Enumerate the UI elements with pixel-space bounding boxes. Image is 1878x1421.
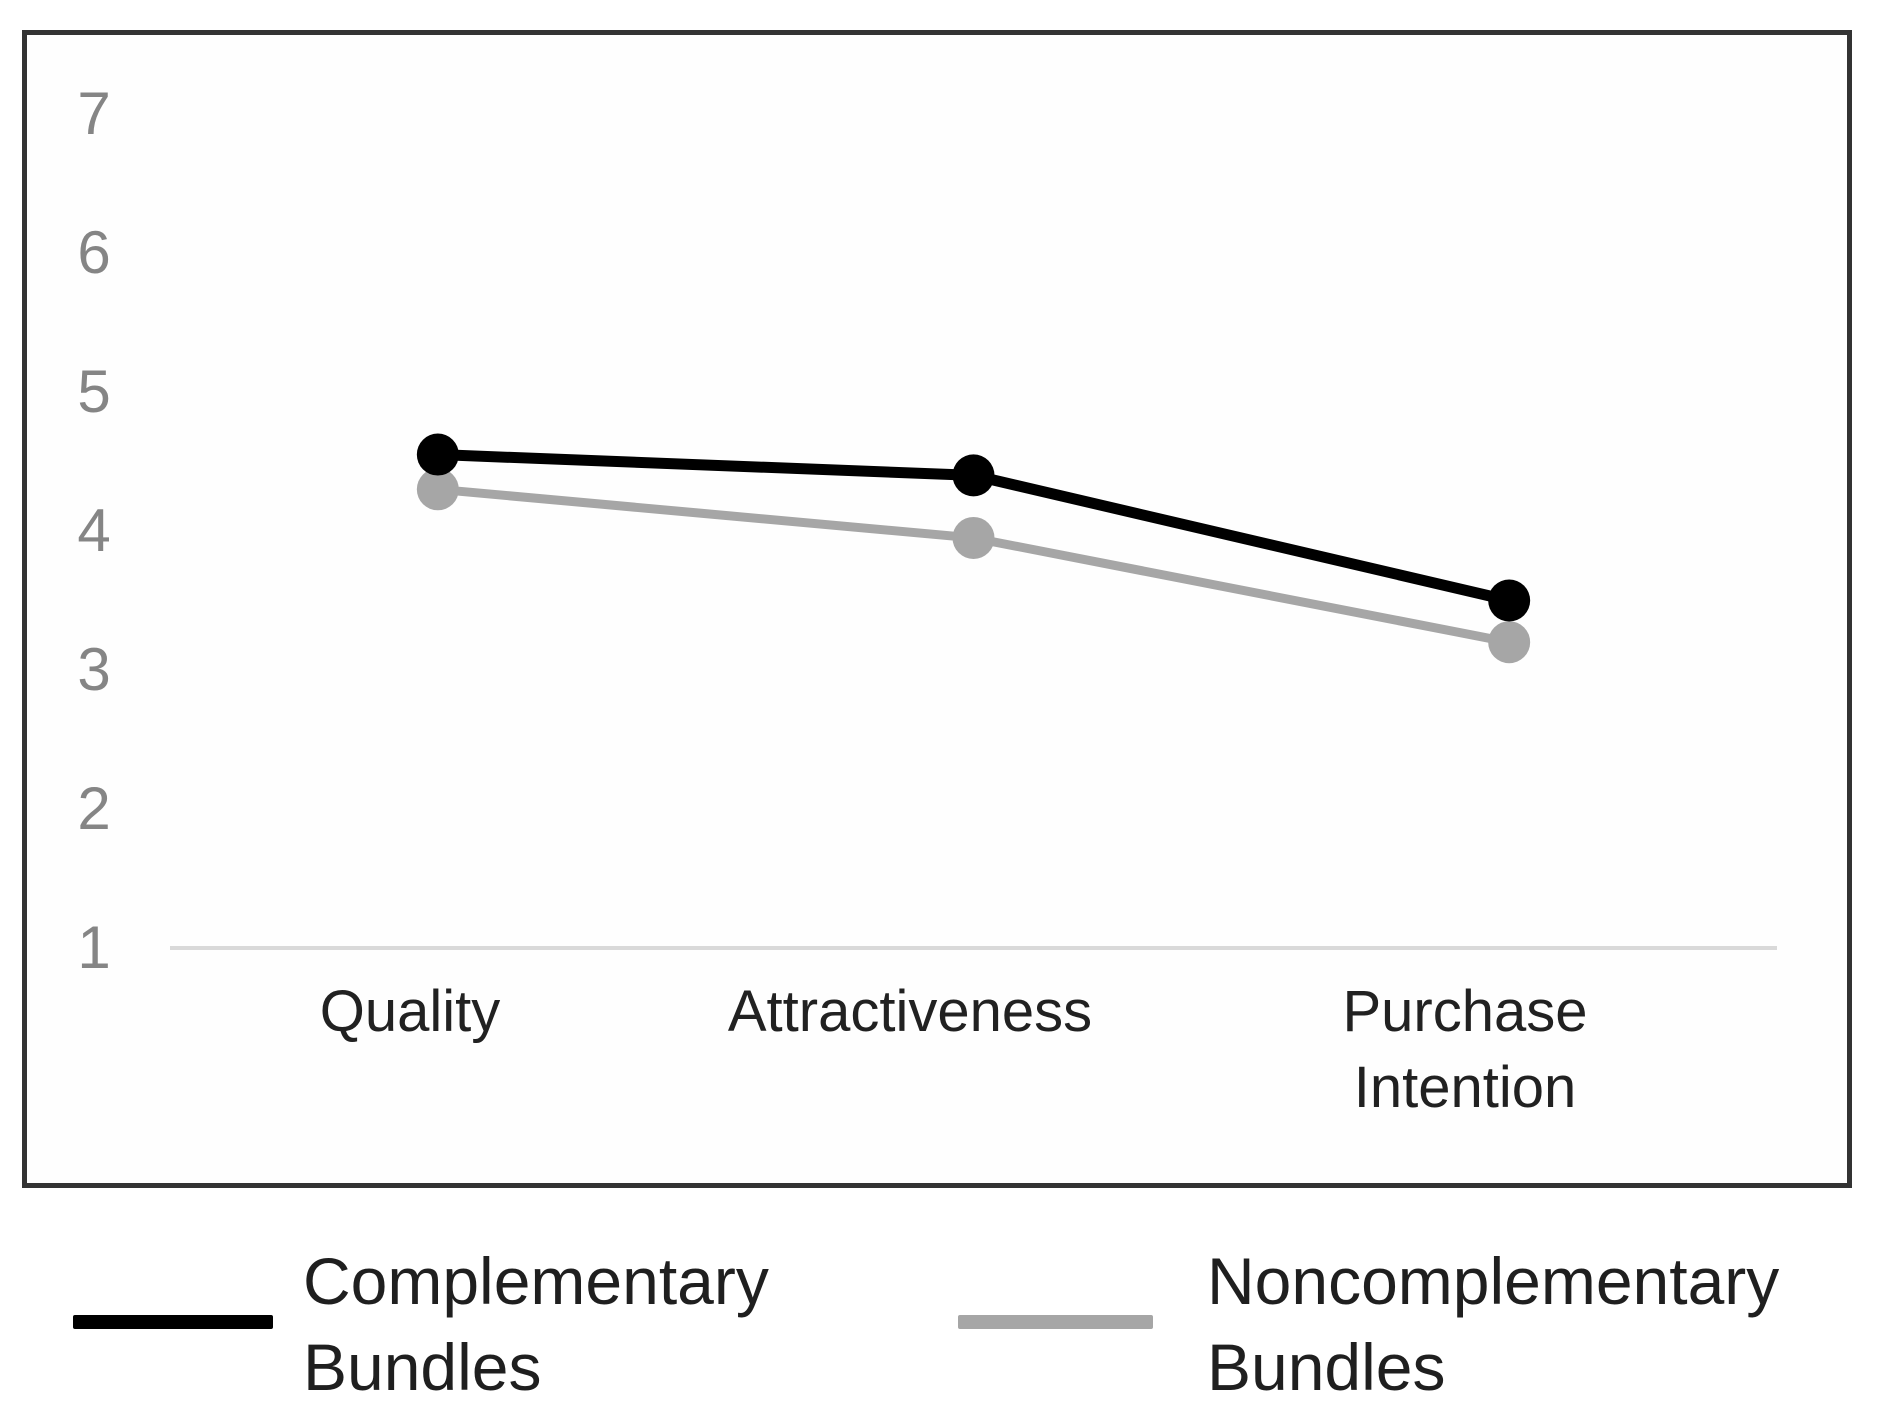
- data-point-noncomplementary-bundles: [416, 468, 459, 511]
- data-point-complementary-bundles: [416, 433, 459, 476]
- legend-label-noncomplementary-bundles: Noncomplementary Bundles: [1207, 1244, 1780, 1404]
- legend-swatch-noncomplementary-bundles: [958, 1315, 1153, 1329]
- x-category-label-attractiveness: Attractiveness: [727, 979, 1093, 1044]
- data-point-complementary-bundles: [952, 454, 995, 497]
- data-point-noncomplementary-bundles: [952, 516, 995, 559]
- x-category-label-purchase-intention: Purchase Intention: [1342, 979, 1588, 1120]
- y-tick-label-6: 6: [77, 219, 111, 286]
- y-tick-label-1: 1: [77, 914, 111, 981]
- legend-label-complementary-bundles: Complementary Bundles: [303, 1244, 769, 1404]
- y-tick-label-7: 7: [77, 80, 111, 147]
- x-category-label-quality: Quality: [319, 979, 501, 1044]
- data-point-complementary-bundles: [1488, 579, 1531, 622]
- line-chart-svg: [170, 433, 1777, 950]
- legend-swatch-complementary-bundles: [73, 1315, 273, 1329]
- data-point-noncomplementary-bundles: [1488, 621, 1531, 664]
- y-tick-label-2: 2: [77, 775, 111, 842]
- y-tick-label-5: 5: [77, 358, 111, 425]
- y-tick-label-3: 3: [77, 636, 111, 703]
- chart-area: 7 6 5 4 3 2 1 Quality Attractiveness Purchase In…: [22, 30, 1852, 1188]
- y-tick-label-4: 4: [77, 497, 111, 564]
